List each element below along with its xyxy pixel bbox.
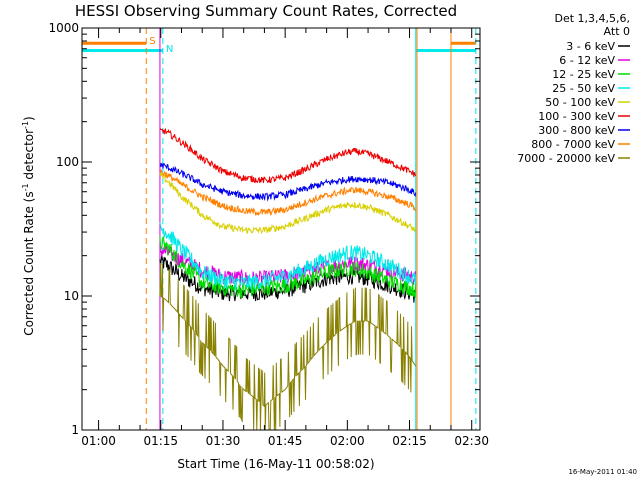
series-line-8 (159, 262, 417, 431)
y-axis-label-main: Corrected Count Rate (s (22, 191, 36, 335)
y-tick-label-1: 10 (64, 289, 79, 303)
x-tick-label-3: 01:45 (268, 434, 303, 448)
legend-label-0: 3 - 6 keV (566, 40, 615, 53)
legend-label-1: 6 - 12 keV (559, 54, 615, 67)
y-axis-label-sup1: -1 (21, 183, 30, 191)
axes-layer (81, 27, 481, 431)
legend-label-2: 12 - 25 keV (552, 68, 615, 81)
y-tick-label-3: 1000 (48, 21, 79, 35)
legend-label-6: 300 - 800 keV (538, 124, 615, 137)
chart-title: HESSI Observing Summary Count Rates, Cor… (75, 2, 457, 20)
series-layer (159, 127, 417, 431)
y-tick-label-0: 1 (71, 423, 79, 437)
marker-label-S: S (149, 36, 155, 47)
series-line-6 (159, 162, 417, 202)
legend-title-2: Att 0 (604, 25, 630, 38)
y-axis-label: Corrected Count Rate (s-1 detector-1) (21, 116, 36, 335)
series-line-7 (159, 168, 417, 217)
legend-title-1: Det 1,3,4,5,6, (554, 12, 630, 25)
y-axis-label-sup2: -1 (21, 121, 30, 129)
series-line-4 (159, 172, 417, 235)
x-axis-label: Start Time (16-May-11 00:58:02) (177, 457, 374, 471)
legend-label-7: 800 - 7000 keV (531, 138, 615, 151)
marker-label-N: N (166, 44, 173, 55)
series-line-3 (159, 222, 417, 291)
x-tick-label-0: 01:00 (81, 434, 116, 448)
x-tick-label-5: 02:15 (392, 434, 427, 448)
flag-bars-layer (82, 41, 476, 52)
legend-label-8: 7000 - 20000 keV (517, 152, 615, 165)
x-tick-label-1: 01:15 (143, 434, 178, 448)
legend-label-5: 100 - 300 keV (538, 110, 615, 123)
y-axis-label-end: ) (22, 116, 36, 121)
y-axis-label-mid: detector (22, 129, 36, 184)
plot-frame (81, 27, 481, 431)
tick-labels-layer: 01:00 01:15 01:30 01:45 02:00 02:15 02:30 1 10 10… (48, 21, 489, 448)
series-line-2 (159, 235, 417, 299)
marker-lines-layer: SN (145, 28, 477, 430)
series-line-5 (159, 127, 417, 184)
x-tick-label-2: 01:30 (206, 434, 241, 448)
footer-timestamp: 16-May-2011 01:40 (568, 468, 637, 476)
x-tick-label-6: 02:30 (454, 434, 489, 448)
y-tick-label-2: 100 (56, 155, 79, 169)
legend-label-3: 25 - 50 keV (552, 82, 615, 95)
x-tick-label-4: 02:00 (330, 434, 365, 448)
legend-label-4: 50 - 100 keV (545, 96, 615, 109)
